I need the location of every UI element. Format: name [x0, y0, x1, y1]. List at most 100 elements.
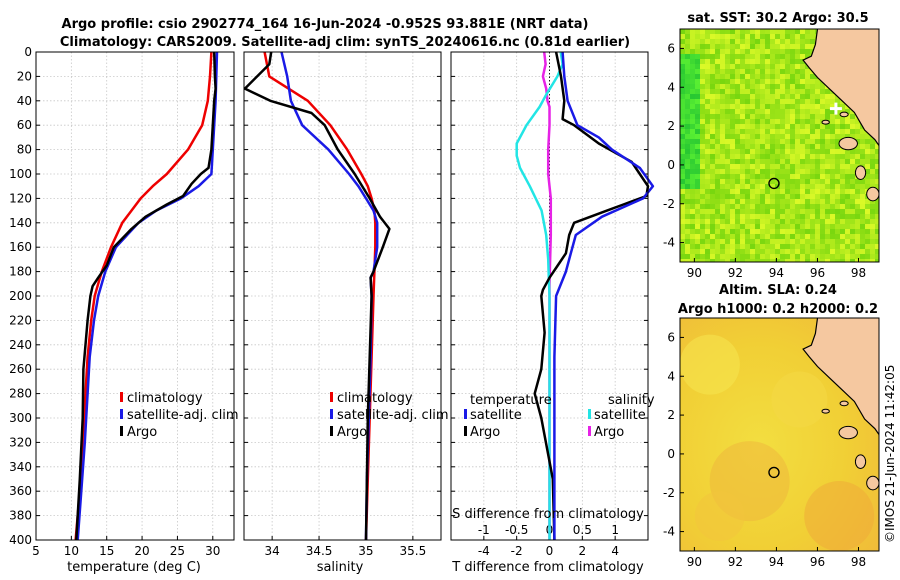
sst-cell [750, 79, 756, 85]
sst-cell [790, 244, 796, 250]
sst-cell [800, 34, 806, 40]
sst-cell [725, 234, 731, 240]
sst-cell [875, 204, 879, 210]
sst-cell [810, 124, 816, 130]
sst-cell [815, 184, 821, 190]
sst-cell [755, 164, 761, 170]
sst-cell [815, 134, 821, 140]
sst-cell [695, 189, 701, 195]
sst-cell [860, 239, 866, 245]
sst-cell [865, 239, 871, 245]
sst-cell [775, 259, 781, 262]
sst-cell [800, 94, 806, 100]
sst-cell [805, 179, 811, 185]
sst-cell [700, 219, 706, 225]
sst-cell [720, 189, 726, 195]
sst-cell [680, 199, 686, 205]
sst-cell [735, 189, 741, 195]
sst-cell [820, 214, 826, 220]
sst-cell [680, 54, 686, 60]
sst-cell [810, 89, 816, 95]
sst-cell [820, 94, 826, 100]
sst-cell [700, 124, 706, 130]
sst-cell [710, 244, 716, 250]
sst-cell [870, 224, 876, 230]
sst-cell [740, 129, 746, 135]
sst-cell [715, 259, 721, 262]
sst-cell [685, 154, 691, 160]
sst-cell [735, 74, 741, 80]
sst-cell [745, 79, 751, 85]
sst-cell [855, 224, 861, 230]
sst-cell [870, 174, 876, 180]
sst-cell [805, 254, 811, 260]
sst-cell [835, 134, 841, 140]
sst-cell [695, 164, 701, 170]
sst-cell [770, 94, 776, 100]
sst-cell [735, 259, 741, 262]
sst-cell [720, 49, 726, 55]
sst-cell [755, 249, 761, 255]
sst-cell [855, 214, 861, 220]
sst-cell [700, 39, 706, 45]
sst-cell [710, 69, 716, 75]
sst-cell [805, 154, 811, 160]
sst-cell [705, 59, 711, 65]
sst-cell [795, 159, 801, 165]
sst-cell [705, 39, 711, 45]
sst-cell [820, 234, 826, 240]
sst-cell [790, 59, 796, 65]
sst-cell [680, 114, 686, 120]
sst-cell [680, 69, 686, 75]
sst-cell [815, 94, 821, 100]
sst-cell [785, 194, 791, 200]
sst-cell [695, 119, 701, 125]
sst-cell [800, 134, 806, 140]
sst-cell [760, 154, 766, 160]
sst-cell [865, 224, 871, 230]
sst-cell [720, 74, 726, 80]
sst-cell [720, 149, 726, 155]
sst-cell [690, 104, 696, 110]
sst-cell [805, 129, 811, 135]
sst-cell [830, 174, 836, 180]
sst-cell [785, 124, 791, 130]
sst-cell [690, 184, 696, 190]
sst-cell [860, 219, 866, 225]
sst-cell [755, 229, 761, 235]
sst-cell [730, 64, 736, 70]
sst-cell [770, 209, 776, 215]
sst-cell [815, 189, 821, 195]
sst-cell [830, 204, 836, 210]
sst-cell [870, 209, 876, 215]
sst-cell [725, 44, 731, 50]
sst-cell [825, 94, 831, 100]
sst-cell [815, 144, 821, 150]
depth-tick-label: 260 [9, 362, 32, 376]
depth-tick-label: 120 [9, 191, 32, 205]
sst-cell [850, 204, 856, 210]
sst-cell [815, 149, 821, 155]
sst-cell [815, 99, 821, 105]
sst-cell [685, 259, 691, 262]
sst-cell [680, 34, 686, 40]
sst-cell [860, 184, 866, 190]
sst-cell [840, 169, 846, 175]
depth-tick-label: 300 [9, 411, 32, 425]
depth-tick-label: 320 [9, 435, 32, 449]
sst-cell [810, 114, 816, 120]
sst-cell [740, 179, 746, 185]
sst-cell [685, 199, 691, 205]
sst-cell [720, 69, 726, 75]
sst-cell [840, 134, 846, 140]
sst-cell [700, 74, 706, 80]
sst-cell [785, 224, 791, 230]
sst-cell [685, 89, 691, 95]
sla-map-title: Altim. SLA: 0.24 [719, 283, 837, 298]
sst-cell [810, 149, 816, 155]
sst-cell [805, 44, 811, 50]
sst-cell [795, 39, 801, 45]
sst-cell [795, 124, 801, 130]
sst-cell [805, 29, 811, 35]
sst-cell [770, 104, 776, 110]
